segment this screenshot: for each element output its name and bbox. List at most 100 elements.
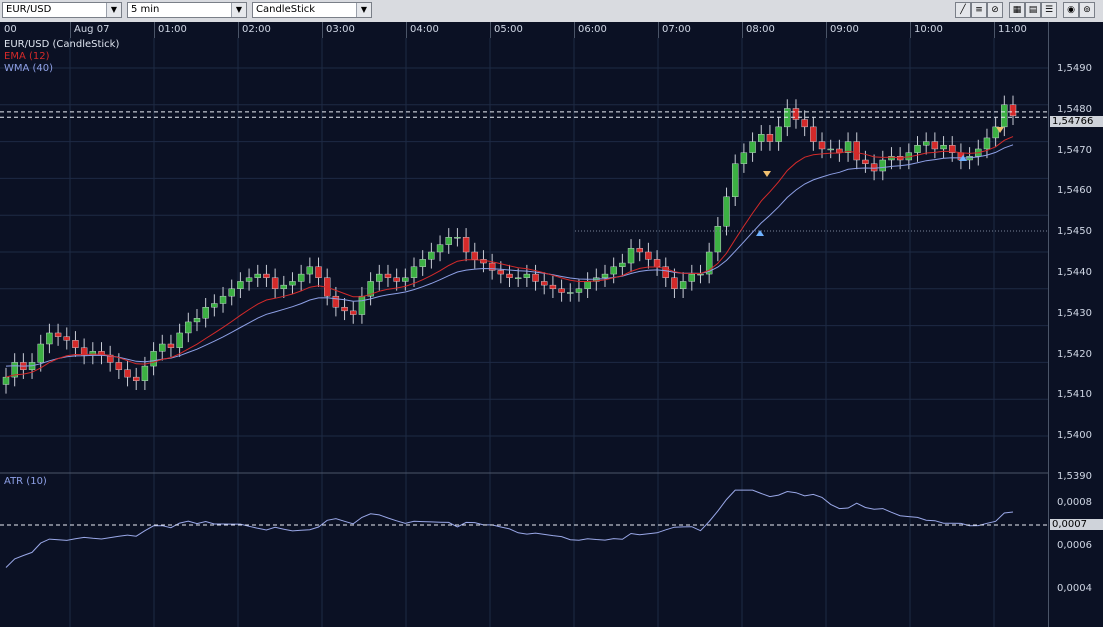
chevron-down-icon[interactable]: ▼ — [106, 3, 121, 17]
bull-candle — [419, 259, 426, 267]
time-label: 03:00 — [326, 24, 355, 35]
bear-candle — [810, 126, 817, 142]
bull-candle — [297, 273, 305, 282]
sell-signal-marker — [763, 171, 771, 177]
bull-candle — [714, 226, 722, 253]
bear-candle — [506, 273, 513, 278]
grid-button[interactable]: ▦ — [1009, 2, 1025, 18]
delete-drawing-button[interactable]: ⊘ — [987, 2, 1003, 18]
time-label: 01:00 — [158, 24, 187, 35]
bull-candle — [697, 273, 704, 276]
bull-candle — [46, 332, 53, 345]
symbol-dropdown[interactable]: EUR/USD ▼ — [2, 2, 122, 18]
price-axis-label: 1,5460 — [1057, 185, 1092, 197]
legend-ema: EMA (12) — [4, 51, 50, 62]
bear-candle — [558, 288, 565, 293]
settings-button[interactable]: ⊚ — [1079, 2, 1095, 18]
bull-candle — [306, 266, 314, 275]
no-draw-icon: ⊘ — [991, 5, 999, 15]
bull-candle — [940, 145, 947, 150]
layout-button[interactable]: ▤ — [1025, 2, 1041, 18]
zoom-button[interactable]: ◉ — [1063, 2, 1079, 18]
bull-candle — [914, 145, 921, 153]
bull-candle — [888, 156, 895, 161]
sell-signal-marker — [996, 127, 1004, 133]
bull-candle — [219, 295, 227, 304]
bull-candle — [202, 307, 209, 319]
bull-candle — [879, 159, 886, 172]
bear-candle — [549, 284, 557, 289]
bull-candle — [245, 277, 253, 282]
bear-candle — [133, 376, 140, 381]
atr-axis-label: 0,0004 — [1057, 583, 1092, 594]
bear-candle — [931, 141, 939, 150]
time-divider — [658, 22, 659, 38]
bull-candle — [254, 273, 261, 278]
legend-wma: WMA (40) — [4, 63, 54, 74]
bull-candle — [141, 365, 149, 381]
toolbar: EUR/USD ▼ 5 min ▼ CandleStick ▼ ╱ ≡ ⊘ ▦ … — [0, 0, 1103, 23]
bear-candle — [350, 310, 357, 315]
chart-background — [0, 38, 1048, 627]
time-divider — [742, 22, 743, 38]
bear-candle — [271, 277, 279, 289]
bear-candle — [532, 273, 539, 282]
bull-candle — [1001, 104, 1008, 128]
bull-candle — [376, 273, 383, 282]
time-label: 00 — [4, 24, 17, 35]
bull-candle — [523, 273, 531, 278]
timeframe-dropdown[interactable]: 5 min ▼ — [127, 2, 247, 18]
bull-candle — [159, 343, 166, 352]
draw-fibonacci-button[interactable]: ≡ — [971, 2, 987, 18]
bull-candle — [627, 248, 635, 264]
bull-candle — [601, 273, 609, 278]
bear-candle — [653, 259, 661, 267]
bear-candle — [853, 141, 860, 161]
buy-signal-marker — [959, 155, 967, 161]
time-divider — [574, 22, 575, 38]
properties-button[interactable]: ☰ — [1041, 2, 1057, 18]
price-axis-label: 1,5400 — [1057, 430, 1092, 442]
buy-signal-marker — [756, 230, 764, 236]
current-price-tag: 1,54766 — [1050, 116, 1103, 127]
bull-candle — [176, 332, 183, 348]
bear-candle — [72, 340, 79, 348]
bull-candle — [758, 134, 765, 142]
time-divider — [910, 22, 911, 38]
bull-candle — [827, 148, 834, 151]
bull-candle — [992, 126, 999, 139]
bull-candle — [237, 281, 244, 290]
bear-candle — [384, 273, 392, 278]
bull-candle — [705, 251, 713, 275]
bear-candle — [870, 163, 878, 172]
chevron-down-icon[interactable]: ▼ — [231, 3, 246, 17]
price-axis-label: 1,5450 — [1057, 226, 1092, 238]
price-chart[interactable] — [0, 38, 1048, 627]
bear-candle — [80, 347, 88, 356]
time-axis: 00 Aug 07 01:00 02:00 03:00 04:00 05:00 … — [0, 22, 1048, 39]
bear-candle — [124, 369, 131, 378]
bull-candle — [679, 281, 687, 290]
time-label: Aug 07 — [74, 24, 110, 35]
time-divider — [406, 22, 407, 38]
bear-candle — [54, 332, 62, 337]
signal-markers — [756, 127, 1004, 236]
draw-line-button[interactable]: ╱ — [955, 2, 971, 18]
list-icon: ☰ — [1044, 5, 1054, 15]
bear-candle — [393, 277, 400, 282]
chevron-down-icon[interactable]: ▼ — [356, 3, 371, 17]
price-axis-label: 1,5470 — [1057, 144, 1092, 156]
bear-candle — [792, 108, 800, 120]
bear-candle — [636, 248, 643, 253]
bull-candle — [983, 137, 991, 150]
bull-candle — [567, 292, 574, 294]
bear-candle — [497, 270, 505, 275]
bull-candle — [402, 277, 409, 282]
time-divider — [826, 22, 827, 38]
bull-candle — [922, 141, 930, 146]
bull-candle — [688, 273, 696, 282]
chart-type-dropdown[interactable]: CandleStick ▼ — [252, 2, 372, 18]
price-axis-label: 1,5420 — [1057, 348, 1092, 360]
bear-candle — [896, 156, 904, 161]
bear-candle — [801, 119, 808, 128]
